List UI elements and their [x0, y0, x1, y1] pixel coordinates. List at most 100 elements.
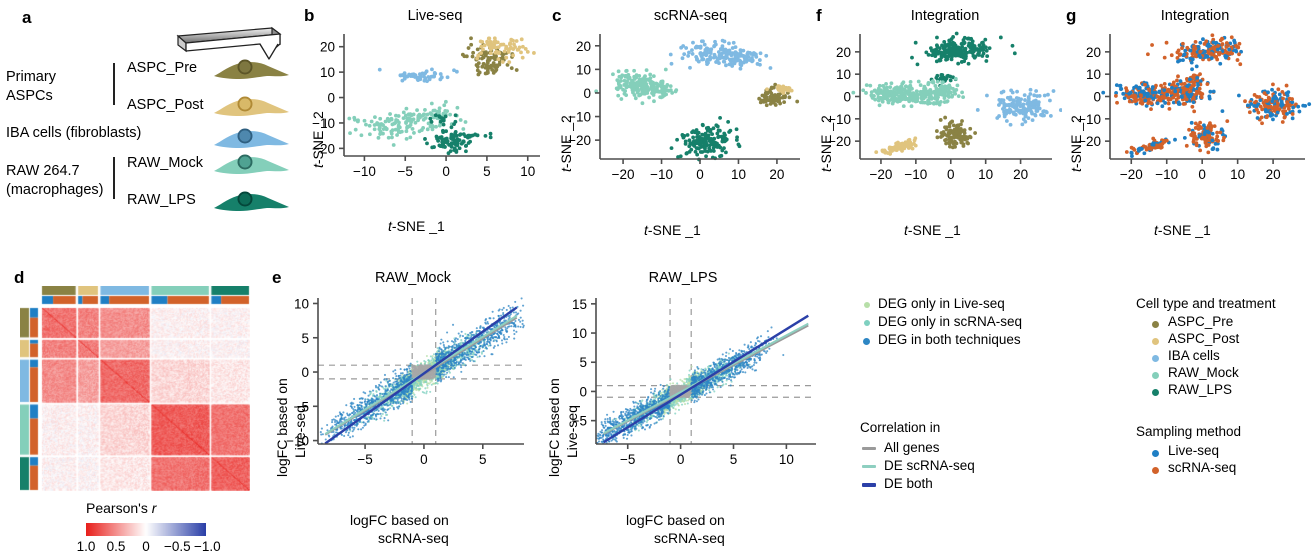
panel-e: e RAW_Mock −5 0 5 10 5 0 −5 −10 logFC based on … [268, 262, 828, 558]
svg-text:0: 0 [843, 90, 851, 105]
panel-e2-xlabel-l2: scRNA-seq [654, 530, 725, 546]
panel-b-ylabel-italic: t [310, 164, 326, 168]
svg-text:−10: −10 [828, 112, 851, 127]
panel-c: c scRNA-seq −20 −10 0 10 20 20 10 0 −10 −20 t-SNE… [548, 0, 810, 260]
panel-e2-ylabel-l2: Live-seq [564, 405, 580, 458]
svg-text:20: 20 [320, 40, 335, 55]
panel-c-ylabel-italic: t [558, 168, 574, 172]
legend-deg: DEG only in Live-seq DEG only in scRNA-s… [860, 296, 1090, 366]
svg-text:10: 10 [1086, 67, 1101, 82]
panel-f-xlabel: t-SNE _1 [904, 222, 961, 238]
panel-e2-title: RAW_LPS [648, 270, 718, 286]
panel-a-label: a [22, 8, 32, 27]
panel-c-xlabel: t-SNE _1 [644, 222, 701, 238]
panel-f-xlabel-italic: t [904, 222, 908, 238]
svg-text:10: 10 [731, 167, 746, 182]
panel-f-plot[interactable]: −20 −10 0 10 20 20 10 0 −10 −20 [812, 26, 1062, 201]
legend-correlation-label-1: DE scRNA-seq [884, 458, 975, 473]
svg-text:20: 20 [1266, 167, 1281, 182]
colorbar-tick-labels: 1.0 0.5 0 −0.5 −1.0 [70, 539, 230, 557]
svg-text:−20: −20 [312, 141, 335, 156]
svg-text:−10: −10 [353, 164, 376, 179]
legend-correlation-swatch-1 [862, 465, 876, 468]
legend-celltype-dot-4 [1152, 389, 1159, 396]
cell-icon-iba [214, 128, 289, 148]
cell-label-aspc-post: ASPC_Post [127, 97, 204, 113]
panel-e1-ylabel-l2: Live-seq [292, 405, 308, 458]
panel-c-ylabel: t-SNE _2 [558, 115, 615, 188]
legend-sampling-label-0: Live-seq [1168, 443, 1220, 458]
colorbar-tick-1: 0.5 [106, 539, 126, 554]
panel-e2-ylabel2: Live-seq [564, 405, 617, 474]
correlation-heatmap[interactable] [20, 286, 250, 491]
panel-d-label: d [14, 268, 25, 287]
cell-icon-aspc-post [214, 96, 289, 116]
cell-label-raw-mock: RAW_Mock [127, 155, 203, 171]
panel-g-label: g [1066, 6, 1077, 25]
panel-e1-ylabel2: Live-seq [292, 405, 345, 474]
svg-text:10: 10 [576, 62, 591, 77]
micropipette-icon [168, 24, 284, 68]
panel-g-xlabel-italic: t [1154, 222, 1158, 238]
panel-b-xlabel-text: -SNE _1 [391, 218, 445, 234]
legend-sampling-label-1: scRNA-seq [1168, 460, 1237, 475]
svg-text:−10: −10 [1155, 167, 1178, 182]
panel-c-ylabel-text: -SNE _2 [558, 115, 574, 169]
panel-f-ylabel-text: -SNE _2 [818, 115, 834, 169]
panel-c-plot[interactable]: −20 −10 0 10 20 20 10 0 −10 −20 [548, 26, 810, 201]
svg-text:−10: −10 [312, 116, 335, 131]
svg-text:10: 10 [320, 65, 335, 80]
legend-celltype: Cell type and treatment ASPC_Pre ASPC_Po… [1136, 296, 1315, 416]
cell-icon-raw-mock [214, 154, 289, 174]
svg-text:20: 20 [576, 39, 591, 54]
legend-celltype-label-4: RAW_LPS [1168, 382, 1233, 397]
svg-text:−20: −20 [1120, 167, 1143, 182]
colorbar-title: Pearson's r [86, 500, 156, 516]
legend-deg-label-1: DEG only in scRNA-seq [878, 314, 1023, 329]
panel-b-ylabel-text: -SNE _2 [310, 111, 326, 165]
panel-f-label: f [816, 6, 822, 25]
legend-celltype-label-1: ASPC_Post [1168, 331, 1240, 346]
panel-d: d Pearson's r 1.0 0.5 0 −0.5 −1.0 [0, 262, 270, 558]
panel-c-label: c [552, 6, 562, 25]
svg-text:−20: −20 [828, 134, 851, 149]
panel-e2-ylabel-l1: logFC based on [546, 378, 562, 477]
panel-b-plot[interactable]: −10 −5 0 5 10 20 10 0 −10 −20 [300, 26, 550, 196]
legend-correlation-header: Correlation in [860, 420, 941, 435]
colorbar-tick-2: 0 [142, 539, 150, 554]
panel-g-plot[interactable]: −20 −10 0 10 20 20 10 0 −10 −20 [1062, 26, 1315, 201]
panel-b-ylabel: t-SNE _2 [310, 111, 367, 184]
panel-g: g Integration −20 −10 0 10 20 20 10 0 −10 −20 t-S… [1062, 0, 1315, 260]
svg-text:−10: −10 [904, 167, 927, 182]
legend-celltype-dot-3 [1152, 372, 1159, 379]
panel-f-ylabel-italic: t [818, 168, 834, 172]
panel-e1-ylabel: logFC based on [274, 378, 373, 493]
colorbar-tick-0: 1.0 [76, 539, 96, 554]
panel-e1-xlabel-l2: scRNA-seq [378, 530, 449, 546]
panel-e1-title: RAW_Mock [375, 270, 451, 286]
legend-deg-label-2: DEG in both techniques [878, 332, 1021, 347]
colorbar-tick-3: −0.5 [164, 539, 191, 554]
svg-text:−20: −20 [1078, 134, 1101, 149]
legend-deg-dot-0 [864, 302, 870, 308]
cell-label-raw-lps: RAW_LPS [127, 192, 196, 208]
group-label-iba-cells: IBA cells (fibroblasts) [6, 125, 142, 141]
panel-g-title: Integration [1160, 8, 1230, 24]
legend-correlation-label-0: All genes [884, 440, 940, 455]
group-label-primary-aspcs-line2: ASPCs [6, 88, 53, 104]
svg-text:20: 20 [1086, 45, 1101, 60]
panel-e1-ylabel-l1: logFC based on [274, 378, 290, 477]
svg-text:−10: −10 [1078, 112, 1101, 127]
panel-g-xlabel-text: -SNE _1 [1157, 222, 1211, 238]
group-label-raw-line2: (macrophages) [6, 182, 104, 198]
panel-e1-xlabel-l1: logFC based on [350, 512, 449, 528]
panel-b-xlabel-italic: t [388, 218, 392, 234]
panel-c-xlabel-text: -SNE _1 [647, 222, 701, 238]
svg-text:0: 0 [696, 167, 704, 182]
legend-celltype-dot-0 [1152, 321, 1159, 328]
group-label-raw-line1: RAW 264.7 [6, 163, 80, 179]
colorbar-title-text: Pearson's [86, 500, 152, 516]
svg-text:20: 20 [1013, 167, 1028, 182]
